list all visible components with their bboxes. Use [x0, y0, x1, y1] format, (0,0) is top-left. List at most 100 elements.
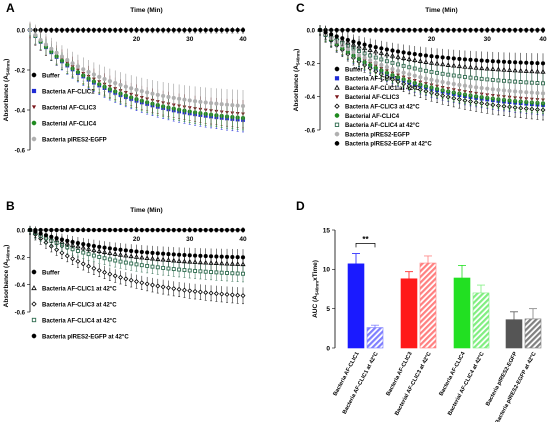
- data-point: [468, 57, 473, 62]
- y-tick-label: -0.6: [15, 148, 26, 154]
- data-point: [118, 27, 123, 33]
- legend-label: Buffer: [345, 67, 363, 73]
- data-point: [75, 27, 81, 33]
- data-point: [235, 271, 240, 276]
- data-point: [412, 27, 417, 33]
- data-point: [177, 27, 182, 33]
- data-point: [198, 27, 203, 33]
- data-point: [166, 266, 171, 271]
- data-point: [412, 73, 417, 78]
- bar: [505, 319, 523, 349]
- data-point: [219, 27, 224, 33]
- data-point: [70, 239, 75, 245]
- data-point: [418, 27, 423, 33]
- data-point: [182, 97, 187, 102]
- data-point: [474, 58, 479, 63]
- data-point: [213, 291, 219, 297]
- data-point: [113, 246, 118, 252]
- legend-label: Bacteria pIRES2-EGFP: [42, 137, 107, 143]
- bar: [453, 277, 471, 349]
- ylabel-subscript: 540nm: [296, 51, 301, 65]
- data-point: [91, 27, 96, 33]
- legend-marker: [334, 84, 340, 90]
- data-point: [112, 273, 118, 279]
- legend-label: Bacteria AF-CLIC3 at 42°C: [345, 105, 420, 111]
- data-point: [423, 53, 429, 58]
- data-point: [457, 56, 462, 62]
- data-point: [134, 87, 139, 92]
- data-point: [150, 227, 155, 233]
- panel-a: A Time (Min) 20 30 40 -0.6 -0.4 -0.2 0.0 Absorban…: [3, 1, 247, 154]
- data-point: [535, 61, 540, 66]
- ylabel-main: Absorbance (A: [293, 65, 300, 112]
- data-point: [160, 284, 166, 290]
- data-point: [209, 270, 214, 275]
- x-axis-label: Time (Min): [425, 7, 457, 14]
- data-point: [161, 227, 166, 233]
- data-point: [97, 227, 102, 233]
- data-point: [102, 256, 107, 261]
- y-tick-label: -0.6: [305, 128, 316, 134]
- data-point: [113, 80, 118, 86]
- data-point: [59, 227, 65, 233]
- series: [27, 227, 246, 233]
- data-point: [139, 280, 145, 286]
- data-point: [524, 90, 529, 95]
- legend-label: Bacteria pIRES2-EGFP: [345, 132, 410, 138]
- series: [27, 21, 246, 123]
- data-point: [219, 227, 224, 233]
- bar: [524, 318, 542, 349]
- data-point: [102, 245, 107, 250]
- data-point: [75, 227, 81, 233]
- data-point: [345, 46, 350, 52]
- data-point: [134, 227, 139, 233]
- data-point: [429, 54, 434, 59]
- data-point: [139, 263, 144, 268]
- data-point: [317, 27, 323, 33]
- data-point: [54, 27, 59, 33]
- data-point: [177, 96, 182, 101]
- data-point: [59, 250, 65, 256]
- data-point: [65, 227, 70, 233]
- data-point: [150, 282, 155, 288]
- data-point: [535, 27, 540, 33]
- data-point: [33, 33, 38, 38]
- legend-marker: [31, 72, 37, 78]
- data-point: [451, 81, 456, 87]
- data-point: [107, 271, 113, 277]
- data-point: [485, 86, 490, 91]
- legend-marker: [334, 131, 340, 137]
- data-point: [219, 254, 224, 259]
- data-point: [75, 64, 81, 69]
- data-point: [334, 34, 339, 39]
- data-point: [224, 27, 230, 33]
- data-point: [362, 27, 367, 33]
- data-point: [384, 64, 389, 70]
- data-point: [457, 82, 462, 88]
- legend-marker: [31, 333, 37, 339]
- data-point: [434, 54, 440, 59]
- bar: [347, 263, 365, 349]
- data-point: [171, 286, 177, 292]
- data-point: [145, 27, 150, 33]
- data-point: [203, 100, 208, 105]
- data-point: [208, 27, 214, 33]
- data-point: [86, 227, 91, 233]
- data-point: [240, 103, 246, 109]
- data-point: [192, 227, 198, 233]
- data-point: [356, 52, 362, 58]
- data-point: [440, 55, 445, 60]
- data-point: [490, 87, 495, 92]
- y-tick-label: -0.4: [305, 95, 316, 101]
- data-point: [144, 281, 150, 287]
- legend-label: Bacterial AF-CLIC3: [42, 105, 97, 111]
- data-point: [345, 37, 350, 43]
- data-point: [192, 253, 198, 258]
- data-point: [38, 37, 43, 43]
- data-point: [134, 279, 139, 285]
- category-label: Bacterial AF-CLIC4 at 42°C: [447, 351, 486, 417]
- data-point: [54, 236, 59, 241]
- data-point: [128, 277, 134, 283]
- data-point: [59, 237, 65, 242]
